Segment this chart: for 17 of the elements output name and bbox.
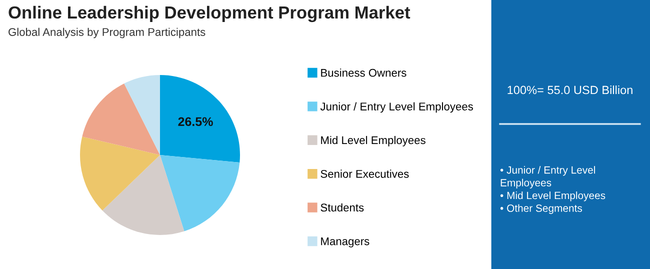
legend-label: Senior Executives — [320, 170, 409, 178]
data-label: 26.5% — [178, 117, 213, 126]
chart-title: Online Leadership Development Program Market — [8, 6, 410, 22]
text: 100%= 55.0 USD Billion — [508, 86, 632, 94]
pie-slice — [160, 155, 240, 232]
legend-label: Students — [320, 203, 364, 212]
text: • Junior / Entry Level Employees • Mid Level Employees • Other Segments — [500, 166, 606, 214]
chart-subtitle: Global Analysis by Program Participants — [8, 28, 206, 38]
legend-label: Mid Level Employees — [321, 136, 426, 146]
pie-slice — [82, 83, 160, 155]
pie-slice — [160, 75, 240, 163]
legend-label: Business Owners — [321, 68, 406, 77]
legend-label: Junior / Entry Level Employees — [320, 102, 473, 113]
legend-label: Managers — [321, 237, 370, 248]
pie-slice — [80, 136, 160, 210]
pie-slice — [124, 75, 160, 155]
pie-slice — [102, 155, 184, 235]
